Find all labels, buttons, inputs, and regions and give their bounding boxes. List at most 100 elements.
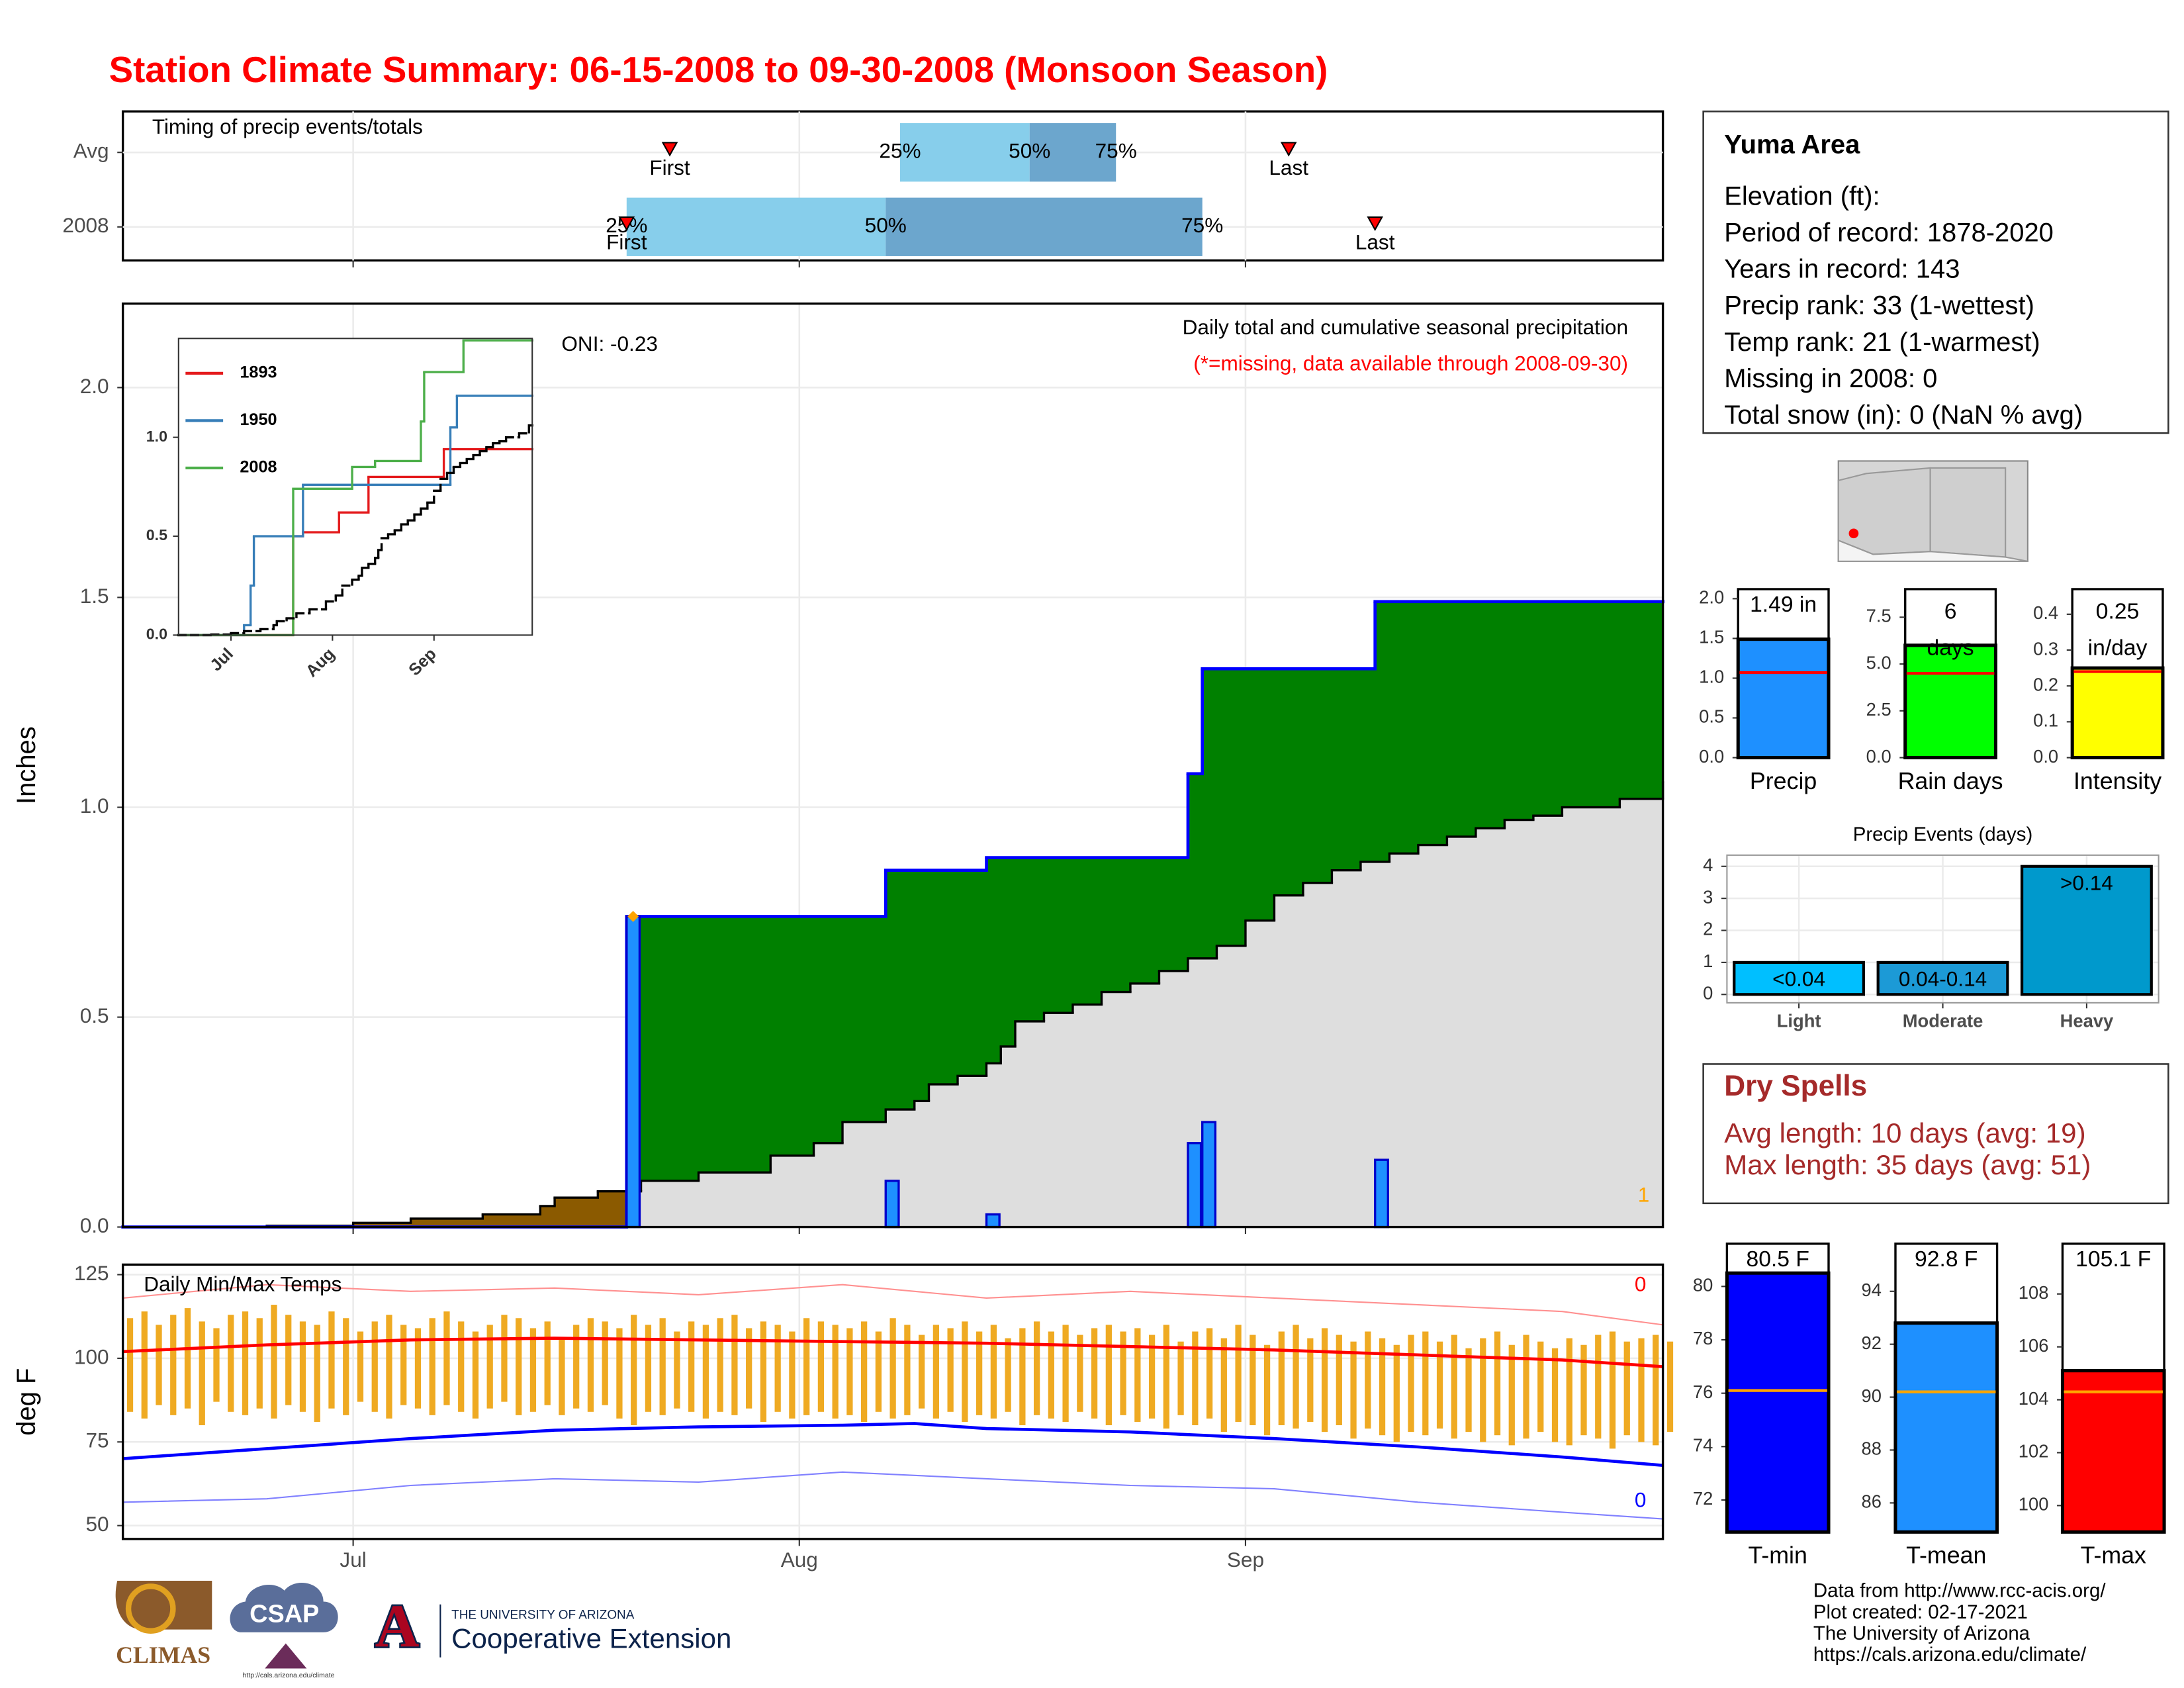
x-category-label: T-mean — [1906, 1542, 1986, 1569]
normal-fill — [1346, 870, 1362, 1227]
surplus-fill — [1245, 669, 1261, 921]
bar-label: >0.14 — [2060, 870, 2113, 894]
station-line: Total snow (in): 0 (NaN % avg) — [1724, 400, 2083, 430]
surplus-fill — [1173, 857, 1189, 971]
y-axis-label: Inches — [12, 726, 41, 804]
surplus-fill — [1360, 669, 1376, 862]
surplus-fill — [986, 857, 1002, 1064]
surplus-fill — [1461, 601, 1477, 837]
surplus-fill — [641, 916, 657, 1181]
surplus-fill — [1044, 857, 1060, 1013]
surplus-fill — [756, 916, 772, 1173]
temp-range-bar — [1508, 1344, 1515, 1446]
y-tick-label: 2 — [1703, 919, 1713, 939]
x-category-label: Moderate — [1903, 1011, 1983, 1031]
normal-fill — [1432, 845, 1448, 1227]
plot-frame — [178, 338, 533, 635]
normal-fill — [957, 1076, 974, 1227]
map-mexico — [1837, 539, 2028, 562]
bar — [2020, 865, 2153, 996]
surplus-fill — [1231, 669, 1247, 946]
bar — [1736, 637, 1831, 760]
surplus-fill — [1101, 857, 1117, 992]
quartile-bar — [1029, 123, 1116, 182]
normal-fill — [1404, 853, 1420, 1227]
temp-range-bar — [242, 1311, 249, 1415]
y-tick-label: 72 — [1693, 1488, 1713, 1509]
temp-range-bar — [746, 1328, 752, 1409]
climas-sun — [125, 1583, 176, 1634]
normal-fill — [655, 1180, 671, 1227]
normal-fill — [900, 1109, 916, 1227]
temp-range-bar — [1307, 1338, 1314, 1422]
legend-label: 2008 — [240, 458, 277, 477]
temp-range-bar — [1638, 1338, 1645, 1442]
temp-range-bar — [702, 1325, 709, 1419]
deficit-fill — [555, 1197, 570, 1227]
surplus-fill — [929, 870, 944, 1085]
bar — [1893, 1321, 1999, 1534]
surplus-fill — [1015, 857, 1030, 1021]
temp-range-bar — [1177, 1341, 1184, 1415]
normal-fill — [1332, 870, 1347, 1227]
x-category-label: T-min — [1749, 1542, 1807, 1569]
station-line: Missing in 2008: 0 — [1724, 364, 1937, 393]
temp-range-bar — [1321, 1328, 1328, 1432]
surplus-fill — [1590, 601, 1606, 808]
temp-range-bar — [1336, 1335, 1342, 1426]
surplus-fill — [1001, 857, 1017, 1047]
temp-range-bar — [1192, 1331, 1199, 1426]
x-tick-label: Aug — [781, 1548, 818, 1571]
temp-range-bar — [659, 1318, 666, 1415]
station-box — [1702, 111, 2169, 434]
y-tick-label: 92 — [1862, 1333, 1882, 1353]
y-axis-label: deg F — [12, 1368, 41, 1436]
normal-fill — [1015, 1021, 1030, 1227]
surplus-fill — [828, 916, 844, 1143]
plot-frame — [121, 302, 1664, 1229]
dry-spell-line: Max length: 35 days (avg: 51) — [1724, 1149, 2091, 1180]
deficit-fill — [540, 1205, 556, 1227]
value-label: 6 days — [1927, 600, 1974, 661]
legend-label: 1893 — [240, 363, 277, 382]
surplus-fill — [1648, 601, 1664, 799]
surplus-fill — [1159, 857, 1175, 971]
max-marker — [627, 910, 639, 922]
temp-range-bar — [228, 1315, 234, 1412]
temp-range-bar — [1105, 1325, 1112, 1426]
normal-fill — [943, 1084, 959, 1227]
surplus-fill — [655, 916, 671, 1181]
temp-range-bar — [1077, 1335, 1083, 1412]
station-line: Precip rank: 33 (1-wettest) — [1724, 291, 2034, 320]
temp-range-bar — [962, 1321, 968, 1422]
surplus-fill — [684, 916, 700, 1181]
x-category-label: Heavy — [2060, 1011, 2114, 1031]
y-tick-label: 1.5 — [1699, 627, 1724, 647]
temp-range-bar — [1465, 1348, 1472, 1432]
temp-range-bar — [933, 1325, 940, 1419]
normal-fill — [1317, 882, 1333, 1227]
deficit-fill — [439, 1218, 455, 1227]
temp-range-bar — [458, 1321, 465, 1412]
deficit-fill — [425, 1218, 441, 1227]
temp-range-bar — [285, 1315, 292, 1405]
surplus-fill — [698, 916, 714, 1173]
normal-fill — [1547, 816, 1563, 1227]
surplus-fill — [1519, 601, 1535, 820]
temp-range-bar — [1566, 1338, 1572, 1446]
dry-spells-title: Dry Spells — [1724, 1070, 1867, 1102]
x-category-label: T-max — [2081, 1542, 2146, 1569]
station-line: Period of record: 1878-2020 — [1724, 218, 2054, 247]
record-low-count: 0 — [1635, 1487, 1647, 1511]
surplus-fill — [1404, 601, 1420, 854]
temp-range-bar — [529, 1328, 537, 1412]
y-tick-label: 74 — [1693, 1435, 1713, 1456]
normal-fill — [1619, 798, 1635, 1227]
normal-fill — [727, 1172, 743, 1227]
y-tick-label: 2.0 — [80, 374, 109, 398]
quartile-label: 50% — [1009, 139, 1050, 163]
temp-range-bar — [616, 1328, 623, 1419]
surplus-fill — [1332, 669, 1347, 870]
surplus-fill — [1576, 601, 1592, 808]
temp-range-bar — [343, 1318, 349, 1415]
